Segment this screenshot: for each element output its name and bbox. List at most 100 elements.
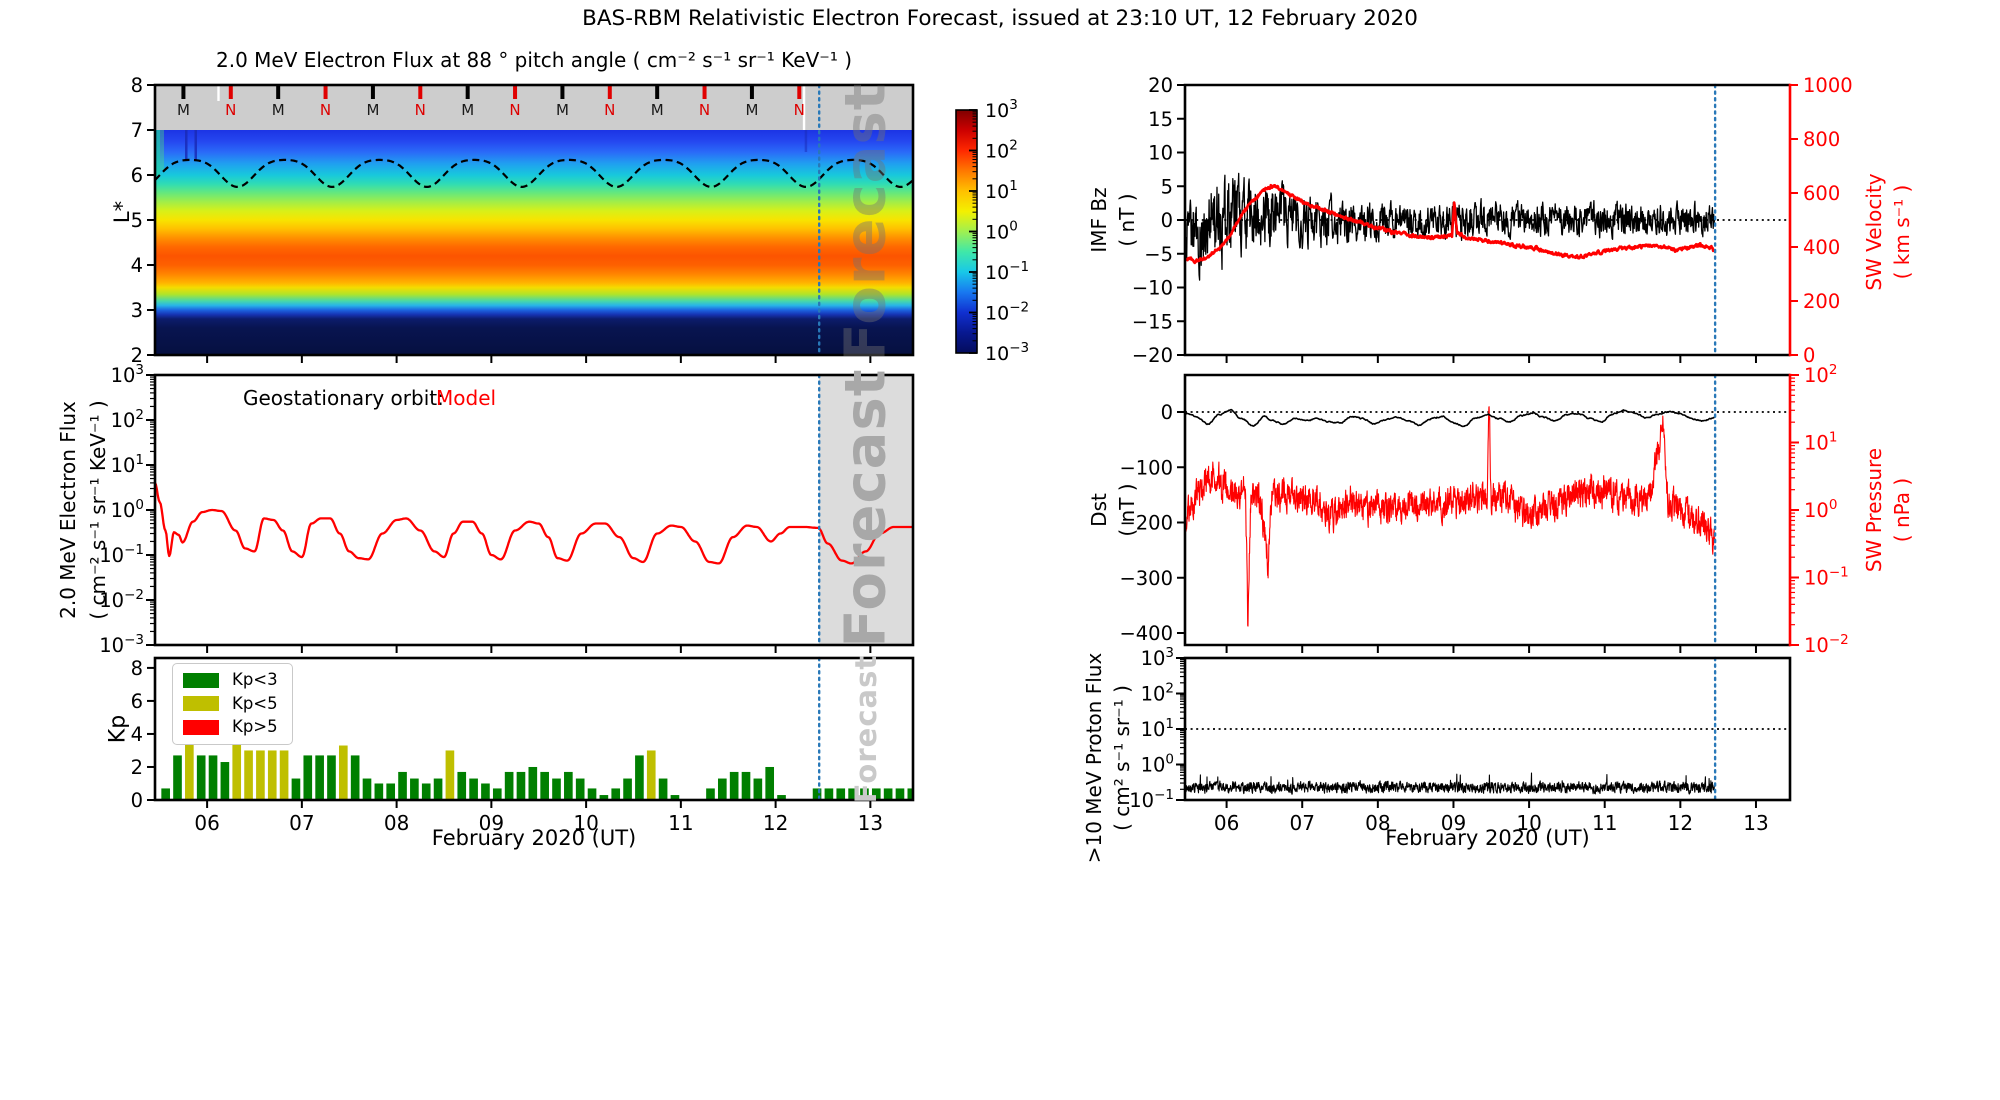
svg-text:5: 5 bbox=[1161, 175, 1173, 198]
svg-text:101: 101 bbox=[1804, 430, 1837, 455]
svg-text:0: 0 bbox=[131, 789, 143, 812]
flux-ylabel-line2: ( cm⁻² s⁻¹ sr⁻¹ KeV⁻¹ ) bbox=[86, 400, 110, 620]
svg-text:0: 0 bbox=[1803, 344, 1815, 367]
svg-text:13: 13 bbox=[1743, 811, 1768, 835]
svg-text:M: M bbox=[651, 101, 664, 119]
svg-text:1000: 1000 bbox=[1803, 74, 1853, 97]
svg-text:7: 7 bbox=[131, 119, 143, 142]
svg-text:M: M bbox=[366, 101, 379, 119]
svg-text:M: M bbox=[556, 101, 569, 119]
kp-ylabel: Kp bbox=[105, 714, 131, 744]
svg-text:6: 6 bbox=[131, 164, 143, 187]
svg-text:4: 4 bbox=[131, 723, 143, 746]
svg-text:11: 11 bbox=[1592, 811, 1617, 835]
proton-flux-line bbox=[1185, 772, 1716, 795]
svg-text:10−1: 10−1 bbox=[99, 542, 144, 567]
svg-text:2: 2 bbox=[131, 756, 143, 779]
kp-gt5-swatch bbox=[183, 719, 219, 735]
spectrogram-panel: M N M N M N M N M N M N M N 2 3 4 5 6 7 8 103 102 101 100 10−1 10−… bbox=[131, 74, 1030, 367]
proton-flux-panel: 103 102 101 100 10−1 06 07 08 09 10 11 12 13 bbox=[1129, 645, 1792, 835]
imf-bz-line bbox=[1185, 172, 1716, 281]
kp-lt3-label: Kp<3 bbox=[232, 670, 278, 689]
svg-text:103: 103 bbox=[1141, 645, 1174, 670]
svg-text:6: 6 bbox=[131, 690, 143, 713]
svg-text:10−1: 10−1 bbox=[1129, 787, 1174, 812]
sw-velocity-ylabel-line1: SW Velocity bbox=[1862, 173, 1886, 291]
dst-sw-pressure-panel: 0 −100 −200 −300 −400 102 101 100 10−1 10−2 bbox=[1119, 362, 1848, 657]
imf-bz-ylabel-line1: IMF Bz bbox=[1087, 187, 1111, 253]
svg-text:06: 06 bbox=[194, 811, 219, 835]
svg-text:10−1: 10−1 bbox=[1804, 565, 1849, 590]
svg-text:600: 600 bbox=[1803, 182, 1840, 205]
svg-text:102: 102 bbox=[111, 407, 144, 432]
kp-gt5-label: Kp>5 bbox=[232, 717, 278, 736]
imf-sw-velocity-panel: 20 15 10 5 0 −5 −10 −15 −20 1000 800 600 400 200 0 bbox=[1132, 74, 1853, 367]
geo-orbit-dashed-line bbox=[154, 158, 914, 188]
svg-text:−200: −200 bbox=[1119, 512, 1173, 535]
svg-text:−400: −400 bbox=[1119, 622, 1173, 645]
svg-text:M: M bbox=[272, 101, 285, 119]
svg-text:400: 400 bbox=[1803, 236, 1840, 259]
svg-text:3: 3 bbox=[131, 299, 143, 322]
legend-item-kp-lt5: Kp<5 bbox=[183, 693, 278, 713]
sw-velocity-line bbox=[1185, 183, 1717, 265]
svg-text:800: 800 bbox=[1803, 128, 1840, 151]
svg-text:13: 13 bbox=[858, 811, 883, 835]
svg-text:103: 103 bbox=[111, 362, 144, 387]
svg-text:07: 07 bbox=[1289, 811, 1314, 835]
kp-lt5-label: Kp<5 bbox=[232, 693, 278, 713]
svg-text:09: 09 bbox=[1441, 811, 1466, 835]
svg-text:101: 101 bbox=[1141, 716, 1174, 741]
svg-text:N: N bbox=[415, 101, 426, 119]
sw-pressure-ylabel-line1: SW Pressure bbox=[1862, 447, 1886, 573]
svg-text:5: 5 bbox=[131, 209, 143, 232]
svg-text:10−2: 10−2 bbox=[985, 300, 1029, 325]
svg-text:12: 12 bbox=[763, 811, 788, 835]
geo-flux-panel: 103 102 101 100 10−1 10−2 10−3 bbox=[99, 362, 915, 657]
svg-text:10−3: 10−3 bbox=[99, 632, 144, 657]
svg-text:4: 4 bbox=[131, 254, 143, 277]
svg-text:10−2: 10−2 bbox=[1804, 632, 1849, 657]
svg-text:2: 2 bbox=[131, 344, 143, 367]
svg-text:102: 102 bbox=[1804, 362, 1837, 387]
dst-line bbox=[1185, 408, 1716, 428]
colorbar bbox=[956, 110, 977, 353]
svg-text:−20: −20 bbox=[1132, 344, 1173, 367]
svg-text:N: N bbox=[320, 101, 331, 119]
svg-text:102: 102 bbox=[1141, 681, 1174, 706]
svg-text:10−3: 10−3 bbox=[985, 340, 1029, 365]
kp-lt3-swatch bbox=[183, 672, 219, 688]
svg-text:100: 100 bbox=[1804, 497, 1837, 522]
svg-text:−5: −5 bbox=[1144, 243, 1173, 266]
svg-text:20: 20 bbox=[1148, 74, 1173, 97]
svg-text:08: 08 bbox=[1365, 811, 1390, 835]
svg-text:−10: −10 bbox=[1132, 277, 1173, 300]
legend-item-kp-lt3: Kp<3 bbox=[183, 670, 278, 689]
flux-ylabel-line1: 2.0 MeV Electron Flux bbox=[56, 401, 80, 619]
proton-flux-ylabel-line2: ( cm² s⁻¹ sr⁻¹ ) bbox=[1110, 685, 1134, 831]
kp-panel: 0 2 4 6 8 06 07 08 09 10 11 12 13 bbox=[131, 656, 915, 835]
svg-text:09: 09 bbox=[479, 811, 504, 835]
left-xaxis-label: February 2020 (UT) bbox=[431, 826, 637, 850]
svg-text:−100: −100 bbox=[1119, 456, 1173, 479]
svg-text:102: 102 bbox=[985, 138, 1018, 163]
svg-text:−15: −15 bbox=[1132, 310, 1173, 333]
right-xaxis-label: February 2020 (UT) bbox=[1385, 826, 1590, 850]
svg-text:100: 100 bbox=[111, 497, 144, 522]
svg-text:0: 0 bbox=[1161, 209, 1173, 232]
forecast-watermark-flux: Forecast bbox=[833, 368, 899, 648]
svg-text:101: 101 bbox=[985, 178, 1018, 203]
imf-bz-ylabel-line2: ( nT ) bbox=[1115, 193, 1139, 247]
geo-orbit-annotation: Geostationary orbit: bbox=[243, 386, 444, 410]
kp-lt5-swatch bbox=[183, 696, 219, 712]
svg-text:10: 10 bbox=[1148, 142, 1173, 165]
svg-text:M: M bbox=[745, 101, 758, 119]
sw-pressure-ylabel-line2: ( nPa ) bbox=[1890, 477, 1914, 543]
svg-text:07: 07 bbox=[289, 811, 314, 835]
svg-text:N: N bbox=[699, 101, 710, 119]
svg-text:M: M bbox=[177, 101, 190, 119]
svg-text:10: 10 bbox=[1516, 811, 1541, 835]
model-flux-line bbox=[155, 482, 913, 565]
svg-text:200: 200 bbox=[1803, 290, 1840, 313]
